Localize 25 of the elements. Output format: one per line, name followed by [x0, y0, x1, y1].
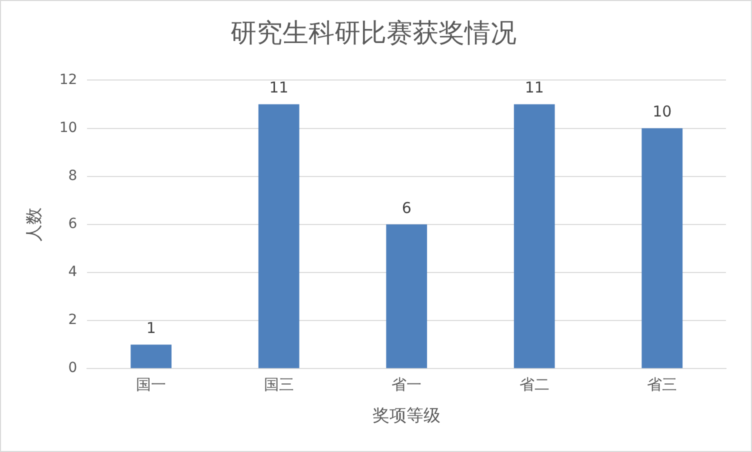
- y-tick-label: 10: [59, 120, 78, 136]
- data-label: 1: [146, 318, 156, 337]
- y-tick-label: 2: [68, 312, 78, 328]
- x-tick-label: 省二: [519, 375, 550, 394]
- y-tick-label: 12: [59, 72, 78, 88]
- x-tick-label: 省一: [392, 375, 422, 394]
- y-tick-label: 4: [68, 264, 78, 280]
- data-label: 10: [652, 102, 672, 121]
- x-tick-label: 国一: [136, 375, 166, 394]
- x-tick-label: 省三: [647, 375, 678, 394]
- x-tick-label: 国三: [264, 375, 294, 394]
- y-tick-label: 8: [68, 168, 78, 184]
- chart-title: 研究生科研比赛获奖情况: [230, 18, 516, 48]
- y-tick-label: 0: [68, 360, 78, 376]
- bar: [130, 344, 172, 368]
- y-tick-label: 6: [68, 216, 78, 232]
- data-label: 11: [524, 78, 544, 97]
- y-axis-title: 人数: [24, 207, 45, 242]
- bar: [642, 128, 683, 368]
- bar: [514, 104, 555, 368]
- x-axis-title: 奖项等级: [372, 406, 441, 426]
- data-label: 6: [402, 198, 412, 217]
- data-label: 11: [269, 78, 288, 97]
- bar: [258, 104, 300, 368]
- bar: [386, 224, 428, 368]
